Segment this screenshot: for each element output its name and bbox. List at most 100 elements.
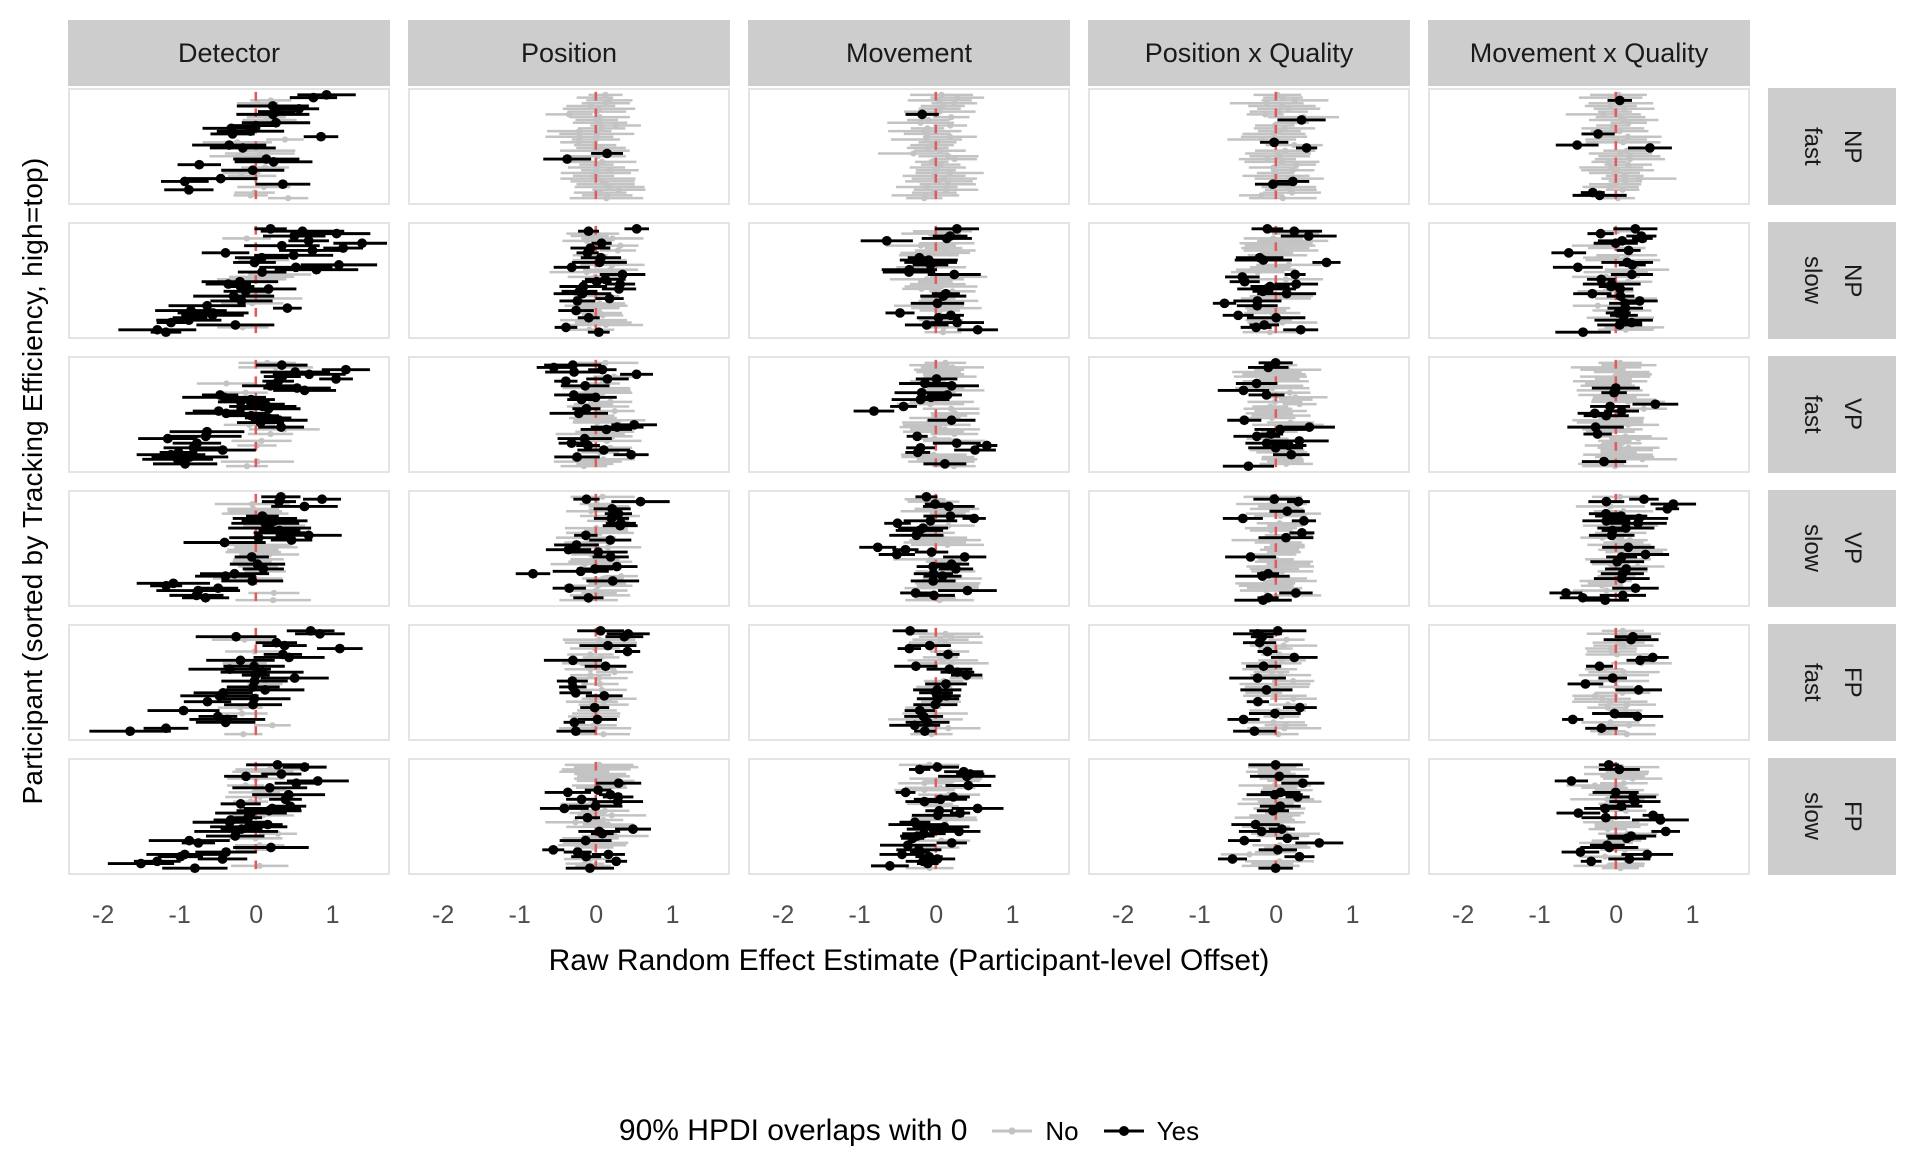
header-spacer xyxy=(1768,20,1896,86)
facet-row-group-label: FP xyxy=(1839,667,1866,698)
panel-plot-r1-c3 xyxy=(877,91,985,202)
facet-row-strip-slow-NP: slow NP xyxy=(1768,222,1896,339)
plot-area: Detector Position Movement Position x Quali… xyxy=(68,20,1896,933)
panel-plot-r1-c4 xyxy=(1227,91,1340,202)
facet-panel-r3-c4 xyxy=(1088,356,1410,473)
x-tick-label: -2 xyxy=(92,901,115,929)
x-tick-label: -1 xyxy=(848,901,871,929)
x-tick-label: 1 xyxy=(665,901,680,929)
facet-panel-r5-c5 xyxy=(1428,624,1750,741)
facet-panel-r5-c3 xyxy=(748,624,1070,741)
facet-row-strip-fast-NP: fast NP xyxy=(1768,88,1896,205)
panel-plot-r4-c1 xyxy=(136,492,342,604)
facet-panel-r3-c1 xyxy=(68,356,390,473)
facet-panel-r3-c3 xyxy=(748,356,1070,473)
panel-plot-r2-c4 xyxy=(1212,224,1341,336)
facet-panel-r2-c3 xyxy=(748,222,1070,339)
facet-panel-r5-c4 xyxy=(1088,624,1410,741)
y-axis-title: Participant (sorted by Tracking Efficien… xyxy=(17,157,48,805)
facet-row-speed-label: slow xyxy=(1799,792,1826,841)
facet-row-speed-label: fast xyxy=(1799,127,1826,166)
facet-panel-r1-c3 xyxy=(748,88,1070,205)
panel-plot-r3-c1 xyxy=(136,359,370,470)
facet-panel-r1-c2 xyxy=(408,88,730,205)
facet-row-group-label: VP xyxy=(1839,398,1866,431)
facet-row-speed-label: slow xyxy=(1799,256,1826,305)
legend-item-no: No xyxy=(989,1115,1079,1147)
panel-plot-r5-c5 xyxy=(1562,627,1672,738)
facet-column-header: Movement x Quality xyxy=(1428,20,1750,86)
legend-key-yes-icon xyxy=(1103,1126,1144,1136)
x-tick-label: -1 xyxy=(1188,901,1211,929)
facet-column-headers: Detector Position Movement Position x Quali… xyxy=(68,20,1896,86)
facet-panel-r1-c1 xyxy=(68,88,390,205)
panel-plot-r3-c3 xyxy=(853,359,998,470)
facet-panel-r4-c4 xyxy=(1088,490,1410,607)
x-tick-label: -1 xyxy=(508,901,531,929)
panel-plot-r4-c3 xyxy=(859,492,997,604)
facet-column-header: Detector xyxy=(68,20,390,86)
x-tick-label: -2 xyxy=(1112,901,1135,929)
x-tick-label: -1 xyxy=(168,901,191,929)
panel-plot-r5-c3 xyxy=(888,626,989,738)
facet-row-speed-label: slow xyxy=(1799,524,1826,573)
facet-panel-r6-c5 xyxy=(1428,758,1750,875)
panel-plot-r1-c5 xyxy=(1555,91,1677,202)
legend-title: 90% HPDI overlaps with 0 xyxy=(618,1114,968,1147)
facet-panel-r3-c2 xyxy=(408,356,730,473)
panel-plot-r1-c1 xyxy=(160,90,356,202)
panel-plot-r1-c2 xyxy=(543,91,646,202)
legend: 90% HPDI overlaps with 0 No Yes xyxy=(68,1114,1750,1148)
legend-key-no-icon xyxy=(992,1127,1033,1135)
panel-plot-r5-c4 xyxy=(1227,626,1322,738)
panel-plot-r6-c2 xyxy=(539,761,651,873)
facet-panel-r5-c1 xyxy=(68,624,390,741)
facet-panel-r4-c2 xyxy=(408,490,730,607)
panel-plot-r3-c2 xyxy=(536,359,657,470)
facet-column-header: Movement xyxy=(748,20,1070,86)
facet-panel-r1-c5 xyxy=(1428,88,1750,205)
x-tick-label: 0 xyxy=(1269,901,1284,929)
x-tick-label: -2 xyxy=(772,901,795,929)
panel-plot-r4-c4 xyxy=(1222,493,1322,605)
facet-row-strip-fast-VP: fast VP xyxy=(1768,356,1896,473)
facet-column-header-label: Position xyxy=(520,37,618,68)
facet-row-strip-fast-FP: fast FP xyxy=(1768,624,1896,741)
x-tick-label: 1 xyxy=(325,901,340,929)
x-tick-label: -2 xyxy=(1452,901,1475,929)
facet-column-header-label: Detector xyxy=(177,37,281,68)
panel-plot-r2-c1 xyxy=(118,224,388,337)
panel-plot-r2-c3 xyxy=(860,224,998,336)
facet-row-speed-label: fast xyxy=(1799,663,1826,702)
facet-row-group-label: NP xyxy=(1839,263,1866,298)
x-tick-label: -1 xyxy=(1528,901,1551,929)
facet-row-speed-label: fast xyxy=(1799,395,1826,434)
facet-row-group-label: NP xyxy=(1839,129,1866,164)
x-tick-label: 0 xyxy=(589,901,604,929)
x-tick-cell: -2 -1 0 1 xyxy=(748,901,1070,933)
panel-plot-r2-c5 xyxy=(1551,224,1670,337)
panel-plot-r6-c5 xyxy=(1554,760,1689,872)
facet-panel-r6-c2 xyxy=(408,758,730,875)
x-tick-cell: -2 -1 0 1 xyxy=(1088,901,1410,933)
facet-panel-r5-c2 xyxy=(408,624,730,741)
facet-panel-r3-c5 xyxy=(1428,356,1750,473)
x-tick-cell: -2 -1 0 1 xyxy=(68,901,390,933)
x-tick-label: 0 xyxy=(929,901,944,929)
x-tick-label: -2 xyxy=(432,901,455,929)
x-tick-label: 1 xyxy=(1005,901,1020,929)
facet-panel-r2-c4 xyxy=(1088,222,1410,339)
facet-panel-r4-c3 xyxy=(748,490,1070,607)
facet-column-header: Position xyxy=(408,20,730,86)
panel-plot-r6-c1 xyxy=(107,760,349,873)
facet-panel-r6-c4 xyxy=(1088,758,1410,875)
legend-item-no-label: No xyxy=(1045,1115,1079,1146)
facet-column-header-label: Position x Quality xyxy=(1144,37,1354,68)
panel-plot-r3-c4 xyxy=(1217,358,1335,471)
x-tick-label: 1 xyxy=(1345,901,1360,929)
panel-plot-r3-c5 xyxy=(1567,359,1679,470)
facet-row-strip-slow-VP: slow VP xyxy=(1768,490,1896,607)
facet-panel-r1-c4 xyxy=(1088,88,1410,205)
legend-item-yes-label: Yes xyxy=(1156,1115,1200,1146)
